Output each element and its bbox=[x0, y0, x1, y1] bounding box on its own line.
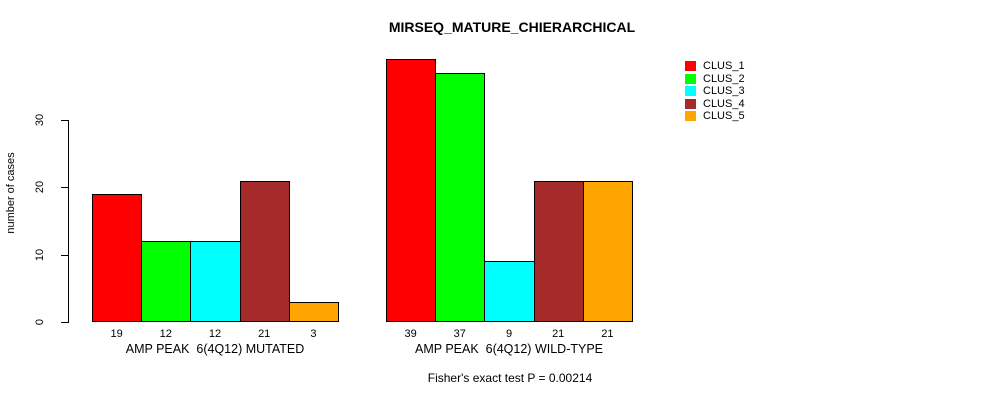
y-tick-mark bbox=[61, 120, 68, 121]
legend-item: CLUS_4 bbox=[685, 98, 745, 111]
legend-swatch bbox=[685, 73, 696, 84]
legend-label: CLUS_5 bbox=[703, 110, 745, 122]
legend-swatch bbox=[685, 86, 696, 97]
y-axis-label: number of cases bbox=[5, 152, 17, 234]
y-tick-label: 30 bbox=[34, 113, 46, 127]
legend-item: CLUS_2 bbox=[685, 73, 745, 86]
bar bbox=[582, 180, 633, 322]
bar bbox=[190, 241, 241, 322]
chart-title: MIRSEQ_MATURE_CHIERARCHICAL bbox=[388, 19, 636, 35]
group-label: AMP PEAK 6(4Q12) MUTATED bbox=[125, 342, 305, 356]
y-tick-label: 10 bbox=[34, 248, 46, 261]
bar-value-label: 21 bbox=[552, 328, 565, 340]
bar-value-label: 37 bbox=[453, 328, 466, 340]
y-tick-mark bbox=[61, 254, 68, 256]
subtitle: Fisher's exact test P = 0.00214 bbox=[427, 371, 593, 385]
bar-value-label: 39 bbox=[404, 328, 417, 340]
y-tick-label: 20 bbox=[34, 181, 46, 194]
bar-value-label: 9 bbox=[505, 328, 513, 340]
group-label: AMP PEAK 6(4Q12) WILD-TYPE bbox=[414, 342, 604, 356]
y-tick-label: 0 bbox=[34, 318, 46, 326]
legend-label: CLUS_2 bbox=[703, 72, 745, 85]
bar-value-label: 12 bbox=[159, 328, 172, 340]
bar bbox=[239, 180, 290, 322]
legend-item: CLUS_1 bbox=[685, 60, 745, 73]
bar-value-label: 12 bbox=[208, 328, 222, 340]
y-axis-line bbox=[68, 120, 69, 323]
bar bbox=[141, 241, 192, 322]
bar bbox=[533, 180, 584, 322]
bar-value-label: 19 bbox=[110, 328, 123, 340]
legend-item: CLUS_3 bbox=[685, 85, 745, 98]
bar-value-label: 3 bbox=[310, 328, 317, 340]
bar bbox=[288, 301, 339, 322]
legend-swatch bbox=[685, 98, 696, 109]
bar-value-label: 21 bbox=[601, 328, 614, 340]
legend: CLUS_1 CLUS_2 CLUS_3 CLUS_4 CLUS_5 bbox=[685, 60, 745, 123]
bar bbox=[386, 59, 437, 322]
legend-item: CLUS_5 bbox=[685, 110, 745, 123]
legend-label: CLUS_3 bbox=[703, 85, 745, 97]
bar bbox=[484, 261, 535, 322]
y-tick-mark bbox=[61, 187, 68, 189]
legend-label: CLUS_4 bbox=[703, 97, 745, 110]
bar-value-label: 21 bbox=[258, 328, 271, 340]
bar bbox=[92, 194, 143, 322]
legend-swatch bbox=[685, 111, 696, 122]
y-tick-mark bbox=[61, 322, 68, 323]
legend-swatch bbox=[685, 61, 696, 72]
bar bbox=[435, 72, 486, 322]
legend-label: CLUS_1 bbox=[703, 60, 745, 72]
